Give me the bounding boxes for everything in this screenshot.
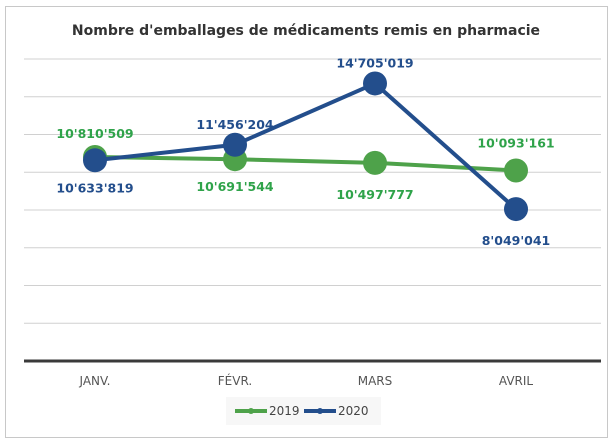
series-line-2019 [94, 154, 517, 173]
x-tick-label: FÉVR. [218, 373, 252, 388]
data-label-2020: 10'633'819 [56, 180, 133, 195]
legend-marker-2020 [317, 408, 323, 414]
data-label-2020: 11'456'204 [196, 117, 274, 132]
data-label-2019: 10'497'777 [336, 187, 413, 202]
legend-marker-2019 [248, 408, 254, 414]
data-label-2019: 10'093'161 [477, 135, 554, 150]
data-point-2020 [223, 132, 247, 157]
data-point-2020 [363, 71, 387, 96]
chart-title: Nombre d'emballages de médicaments remis… [72, 23, 540, 39]
chart-frame [5, 6, 608, 438]
data-point-2019 [504, 158, 528, 183]
x-tick-label: AVRIL [499, 374, 534, 388]
data-label-2020: 14'705'019 [336, 55, 413, 70]
data-point-2020 [504, 197, 528, 222]
data-label-2019: 10'691'544 [196, 179, 274, 194]
series-line-2020 [94, 81, 518, 211]
data-point-2020 [83, 148, 107, 173]
data-label-2019: 10'810'509 [56, 126, 133, 141]
data-point-2019 [363, 150, 387, 175]
x-tick-label: MARS [358, 374, 393, 388]
data-label-2020: 8'049'041 [482, 233, 551, 248]
legend-label-2020: 2020 [338, 404, 369, 418]
legend-label-2019: 2019 [269, 404, 300, 418]
x-tick-label: JANV. [79, 374, 111, 388]
